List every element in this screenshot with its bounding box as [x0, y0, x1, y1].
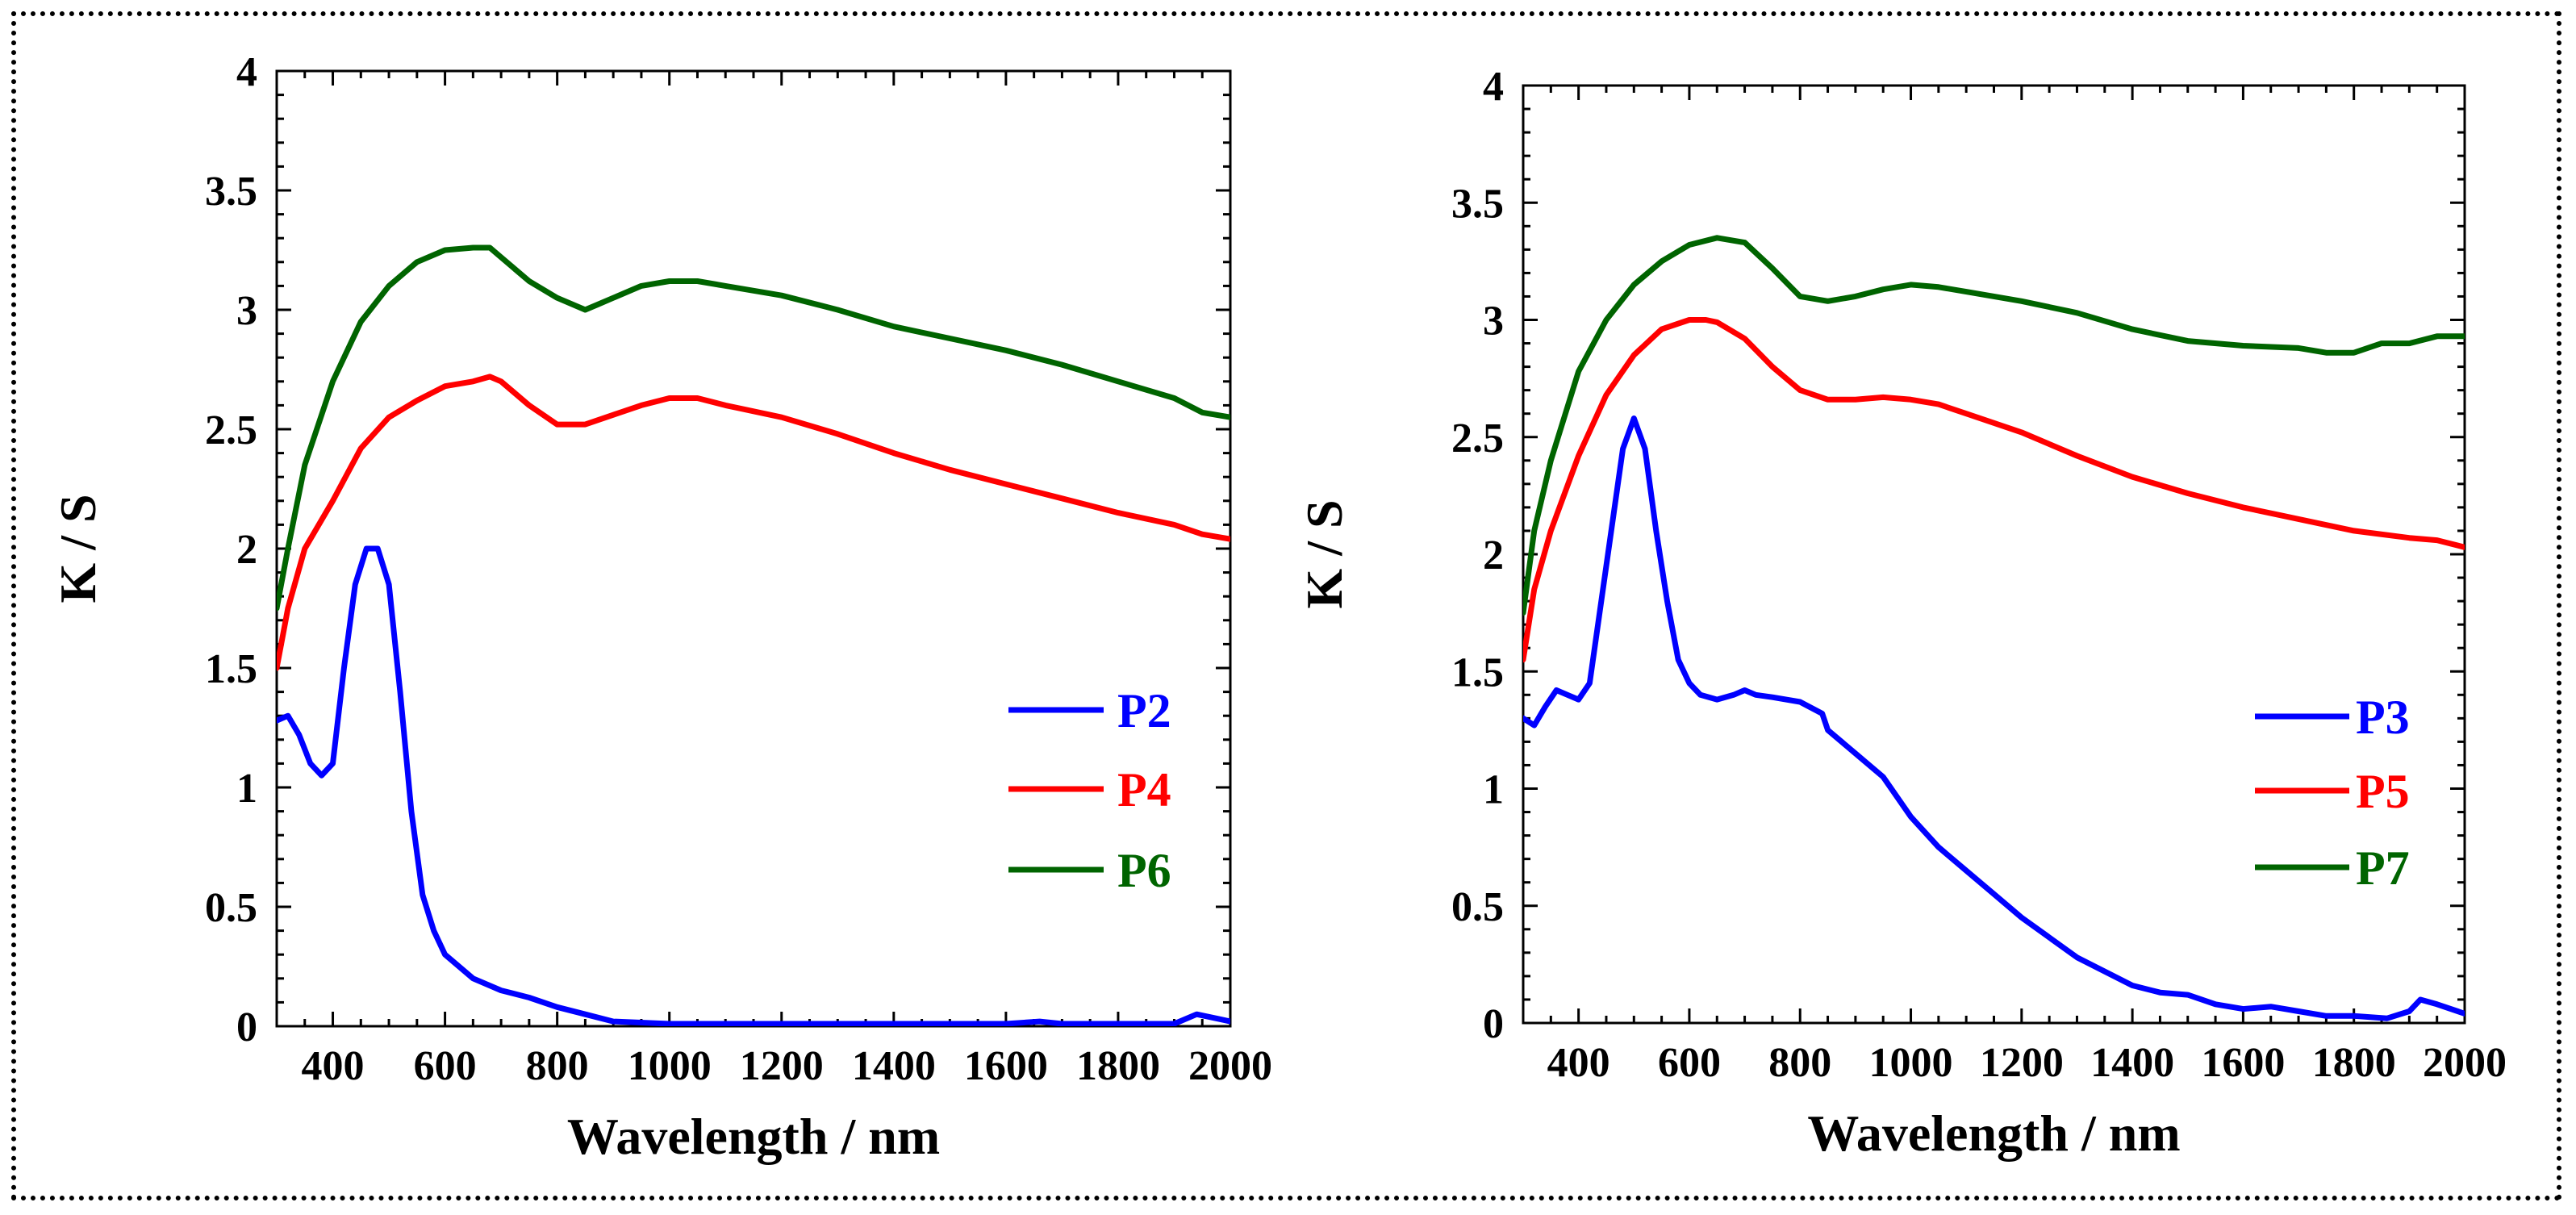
series-line-p7: [1523, 235, 2465, 616]
legend-label-p2: P2: [1117, 684, 1171, 737]
y-tick-label: 1: [1483, 767, 1504, 813]
y-tick-label: 4: [1483, 64, 1504, 110]
series-line-p2: [277, 545, 1230, 1026]
legend-label-p7: P7: [2356, 841, 2410, 895]
x-tick-label: 400: [302, 1043, 365, 1089]
y-tick-label: 0.5: [205, 885, 257, 931]
y-axis-title: K / S: [1296, 499, 1353, 608]
y-tick-label: 3.5: [205, 169, 257, 215]
plot-area-frame: [1522, 84, 2466, 1025]
y-tick-label: 2: [236, 527, 257, 573]
x-tick-label: 600: [1658, 1040, 1721, 1086]
x-tick-label: 1400: [852, 1043, 936, 1089]
x-tick-label: 2000: [2423, 1040, 2507, 1086]
y-tick-label: 0.5: [1451, 884, 1504, 930]
x-tick-label: 1600: [964, 1043, 1048, 1089]
y-tick-label: 3: [1483, 299, 1504, 344]
y-axis-title: K / S: [49, 494, 106, 603]
y-tick-label: 3.5: [1451, 181, 1504, 227]
y-tick-label: 0: [1483, 1001, 1504, 1047]
legend-label-p5: P5: [2356, 765, 2410, 818]
x-tick-label: 2000: [1188, 1043, 1272, 1089]
chart-panel-2: 400 600 800 1000 1200 1400 1600 1800 2000 0 0.5 1 1.…: [1296, 64, 2507, 1162]
x-tick-label: 1600: [2201, 1040, 2285, 1086]
y-tick-label: 1.5: [1451, 649, 1504, 695]
legend-label-p3: P3: [2356, 691, 2410, 744]
series-line-p5: [1523, 317, 2465, 663]
x-tick-label: 1000: [628, 1043, 712, 1089]
series-line-p3: [1523, 415, 2465, 1021]
x-axis-title: Wavelength / nm: [567, 1108, 940, 1165]
series-line-p4: [277, 374, 1230, 671]
chart-panel-1: 400 600 800 1000 1200 1400 1600 1800 2000 0 0.5 1 1.…: [49, 49, 1272, 1165]
y-tick-label: 0: [236, 1004, 257, 1050]
x-tick-label: 400: [1547, 1040, 1610, 1086]
y-tick-label: 1: [236, 766, 257, 812]
x-tick-label: 1800: [2312, 1040, 2396, 1086]
series-line-p6: [277, 244, 1230, 612]
legend-label-p6: P6: [1117, 844, 1171, 897]
y-tick-label: 4: [236, 49, 257, 95]
legend-label-p4: P4: [1117, 763, 1171, 816]
y-tick-label: 2.5: [1451, 415, 1504, 461]
x-tick-label: 1000: [1869, 1040, 1953, 1086]
x-tick-label: 1400: [2090, 1040, 2174, 1086]
x-tick-label: 1800: [1076, 1043, 1160, 1089]
x-tick-label: 800: [1768, 1040, 1831, 1086]
x-axis-title: Wavelength / nm: [1807, 1104, 2180, 1162]
y-tick-label: 2.5: [205, 407, 257, 453]
x-tick-label: 800: [526, 1043, 589, 1089]
x-tick-label: 1200: [740, 1043, 824, 1089]
figure-frame: [11, 11, 2561, 1200]
y-tick-label: 1.5: [205, 646, 257, 692]
y-tick-label: 2: [1483, 532, 1504, 578]
y-tick-label: 3: [236, 288, 257, 334]
x-tick-label: 600: [414, 1043, 477, 1089]
x-tick-label: 1200: [1980, 1040, 2064, 1086]
